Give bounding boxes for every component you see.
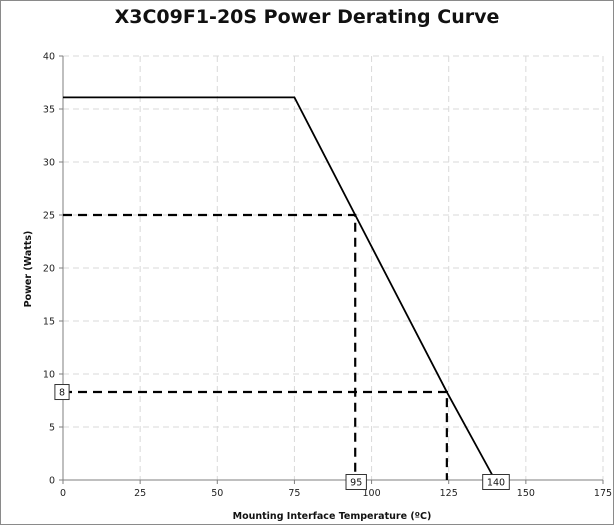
- annotation-label: 8: [54, 384, 70, 401]
- x-axis-title: Mounting Interface Temperature (ºC): [233, 511, 432, 522]
- y-tick-label: 35: [43, 105, 55, 116]
- annotations: 8 95 140: [54, 384, 510, 490]
- y-tick-label: 25: [43, 211, 55, 222]
- series-layer: [63, 96, 496, 481]
- reference-line: [63, 213, 357, 480]
- grid-layer: [63, 55, 604, 480]
- annotation-label: 95: [345, 474, 367, 490]
- x-tick-label: 125: [440, 488, 458, 499]
- annotation-label: 140: [482, 474, 510, 490]
- y-tick-label: 40: [43, 52, 55, 63]
- annotation-text: 140: [487, 478, 505, 489]
- axes-layer: [59, 55, 604, 484]
- x-tick-label: 0: [60, 488, 66, 499]
- y-tick-label: 0: [49, 476, 55, 487]
- tick-labels: 0 5 10 15 20 25 30 35 40 0 25 50 75 100 125 150 175: [43, 52, 612, 500]
- y-tick-label: 5: [49, 423, 55, 434]
- annotation-text: 8: [59, 388, 65, 399]
- x-tick-label: 175: [594, 488, 612, 499]
- x-tick-label: 50: [211, 488, 223, 499]
- x-tick-label: 150: [517, 488, 535, 499]
- x-tick-label: 25: [134, 488, 146, 499]
- annotation-text: 95: [350, 478, 362, 489]
- y-axis-title: Power (Watts): [23, 231, 34, 308]
- y-tick-label: 20: [43, 264, 55, 275]
- annotation-box: [482, 474, 510, 490]
- x-tick-label: 100: [363, 488, 381, 499]
- y-tick-label: 10: [43, 370, 55, 381]
- chart-title: X3C09F1-20S Power Derating Curve: [114, 6, 500, 28]
- annotation-box: [345, 474, 367, 490]
- y-tick-label: 15: [43, 317, 55, 328]
- series-line: [63, 96, 496, 481]
- annotation-box: [54, 384, 70, 401]
- reference-line: [63, 390, 448, 480]
- reference-lines: [63, 213, 448, 480]
- x-tick-label: 75: [288, 488, 300, 499]
- y-tick-label: 30: [43, 158, 55, 169]
